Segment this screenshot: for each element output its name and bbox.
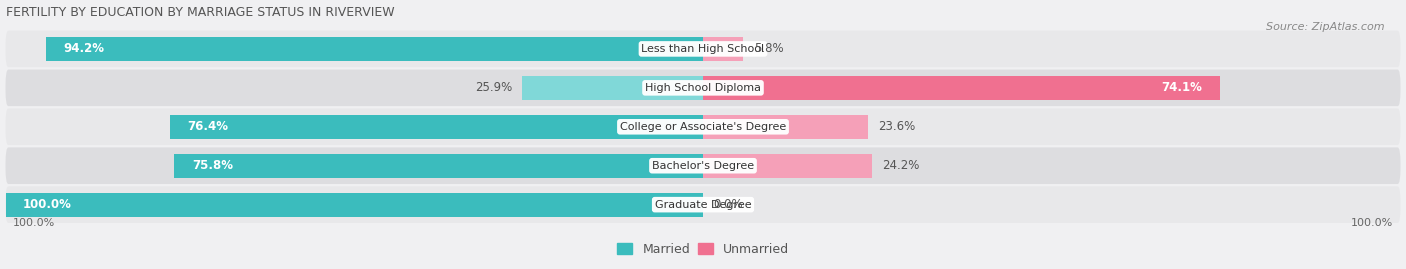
Bar	[174, 154, 703, 178]
Text: 0.0%: 0.0%	[713, 198, 744, 211]
Bar	[170, 115, 703, 139]
Text: Source: ZipAtlas.com: Source: ZipAtlas.com	[1267, 22, 1385, 31]
Text: 25.9%: 25.9%	[475, 81, 512, 94]
Text: Graduate Degree: Graduate Degree	[655, 200, 751, 210]
Text: Bachelor's Degree: Bachelor's Degree	[652, 161, 754, 171]
Text: High School Diploma: High School Diploma	[645, 83, 761, 93]
Bar	[703, 154, 872, 178]
FancyBboxPatch shape	[6, 108, 1400, 145]
Text: 100.0%: 100.0%	[22, 198, 72, 211]
Bar	[6, 193, 703, 217]
Text: 100.0%: 100.0%	[1351, 218, 1393, 228]
Text: 100.0%: 100.0%	[13, 218, 55, 228]
Bar	[703, 115, 868, 139]
Text: College or Associate's Degree: College or Associate's Degree	[620, 122, 786, 132]
Bar	[703, 76, 1220, 100]
Text: 23.6%: 23.6%	[877, 120, 915, 133]
Text: 5.8%: 5.8%	[754, 43, 783, 55]
Text: 75.8%: 75.8%	[191, 159, 233, 172]
Text: FERTILITY BY EDUCATION BY MARRIAGE STATUS IN RIVERVIEW: FERTILITY BY EDUCATION BY MARRIAGE STATU…	[6, 6, 394, 19]
Text: 76.4%: 76.4%	[187, 120, 229, 133]
Legend: Married, Unmarried: Married, Unmarried	[612, 238, 794, 261]
FancyBboxPatch shape	[6, 147, 1400, 184]
Text: 24.2%: 24.2%	[882, 159, 920, 172]
Bar	[46, 37, 703, 61]
FancyBboxPatch shape	[6, 31, 1400, 67]
Text: 74.1%: 74.1%	[1161, 81, 1202, 94]
Bar	[523, 76, 703, 100]
FancyBboxPatch shape	[6, 70, 1400, 106]
Text: 94.2%: 94.2%	[63, 43, 104, 55]
FancyBboxPatch shape	[6, 186, 1400, 223]
Bar	[703, 37, 744, 61]
Text: Less than High School: Less than High School	[641, 44, 765, 54]
